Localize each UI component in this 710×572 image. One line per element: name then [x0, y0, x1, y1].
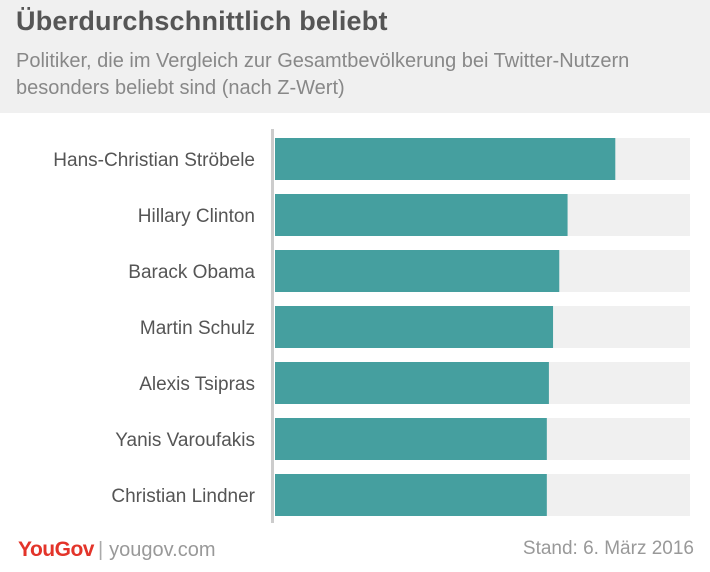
bar — [275, 306, 554, 348]
bar-chart: Hans-Christian Ströbele Hillary Clinton Ba… — [53, 129, 690, 523]
footer-brand: YouGov | yougov.com — [18, 538, 216, 562]
bar — [275, 418, 547, 460]
chart-subtitle: Politiker, die im Vergleich zur Gesamtbe… — [16, 50, 630, 99]
brand-separator: | — [97, 539, 104, 561]
bar — [275, 250, 560, 292]
category-label: Hillary Clinton — [138, 206, 255, 227]
category-label: Yanis Varoufakis — [115, 430, 255, 451]
chart-title: Überdurchschnittlich beliebt — [16, 6, 388, 36]
category-label: Alexis Tsipras — [139, 374, 255, 395]
bar — [275, 138, 616, 180]
brand-url[interactable]: yougov.com — [109, 539, 216, 561]
category-label: Barack Obama — [128, 262, 255, 283]
category-label: Christian Lindner — [111, 486, 255, 507]
date-stamp: Stand: 6. März 2016 — [522, 538, 694, 559]
category-label: Martin Schulz — [140, 318, 255, 339]
bar — [275, 474, 547, 516]
bar — [275, 194, 568, 236]
header: Überdurchschnittlich beliebt Politiker, … — [0, 0, 710, 113]
category-label: Hans-Christian Ströbele — [53, 150, 255, 171]
yougov-logo: YouGov — [18, 538, 94, 561]
bar — [275, 362, 549, 404]
